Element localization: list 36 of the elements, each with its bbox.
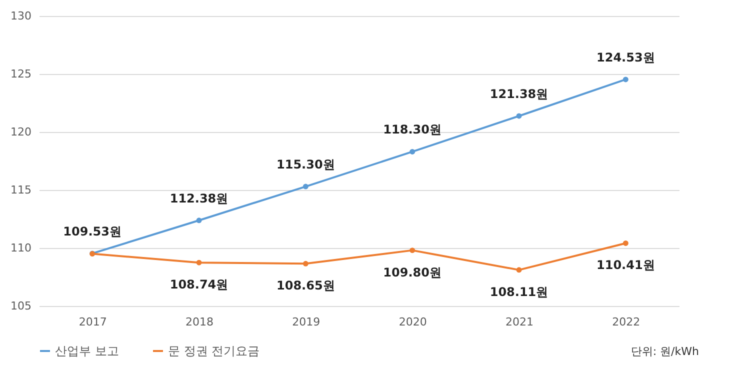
data-label: 108.11원 xyxy=(490,284,548,299)
y-tick-label: 120 xyxy=(10,126,32,138)
x-tick-label: 2022 xyxy=(612,316,640,328)
data-label: 121.38원 xyxy=(490,86,548,101)
point xyxy=(622,240,628,246)
y-tick-label: 125 xyxy=(10,68,32,80)
data-label: 118.30원 xyxy=(383,122,442,137)
y-tick-label: 115 xyxy=(10,184,32,196)
x-tick-label: 2019 xyxy=(292,316,320,328)
x-tick-label: 2017 xyxy=(78,316,107,328)
data-label: 112.38원 xyxy=(170,191,228,206)
legend-label: 문 정권 전기요금 xyxy=(168,344,260,358)
y-tick-label: 105 xyxy=(10,300,32,312)
data-label: 110.41원 xyxy=(596,258,655,272)
y-tick-label: 130 xyxy=(10,10,32,22)
legend-label: 산업부 보고 xyxy=(55,344,119,358)
point xyxy=(622,76,628,82)
x-tick-label: 2021 xyxy=(506,316,534,328)
point xyxy=(516,113,522,119)
data-label: 115.30원 xyxy=(276,158,335,172)
point xyxy=(196,260,202,266)
point xyxy=(410,148,416,154)
point xyxy=(302,184,308,190)
y-tick-label: 110 xyxy=(10,242,32,254)
point xyxy=(516,267,522,273)
point xyxy=(302,260,308,266)
x-tick-label: 2020 xyxy=(398,316,427,328)
x-tick-label: 2018 xyxy=(186,316,214,328)
point xyxy=(196,218,202,224)
data-label: 108.65원 xyxy=(276,278,335,293)
data-label: 108.74원 xyxy=(170,278,228,292)
text: 단위: 원/kWh xyxy=(630,345,700,358)
data-label: 124.53원 xyxy=(596,50,655,64)
data-label: 109.80원 xyxy=(383,265,442,280)
data-label: 109.53원 xyxy=(63,224,122,238)
point xyxy=(410,248,416,254)
